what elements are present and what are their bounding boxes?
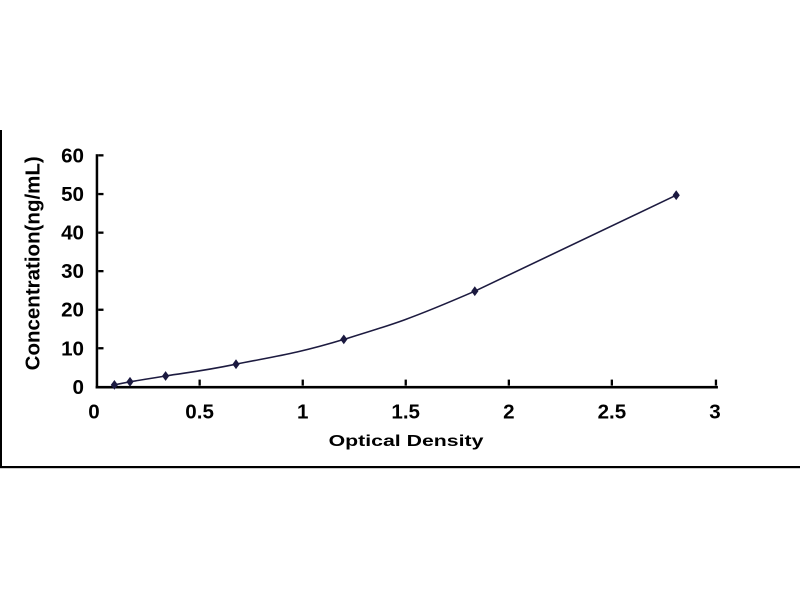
- svg-text:3: 3: [709, 400, 720, 423]
- svg-text:1.5: 1.5: [391, 400, 420, 423]
- svg-text:2: 2: [503, 400, 514, 423]
- svg-text:Optical Density: Optical Density: [329, 431, 484, 449]
- svg-text:Concentration(ng/mL): Concentration(ng/mL): [21, 156, 44, 370]
- svg-text:1: 1: [297, 400, 308, 423]
- svg-text:60: 60: [61, 144, 84, 167]
- svg-text:30: 30: [61, 260, 84, 283]
- svg-text:2.5: 2.5: [598, 400, 627, 423]
- svg-text:10: 10: [61, 337, 84, 360]
- svg-text:40: 40: [61, 222, 84, 245]
- svg-text:0: 0: [88, 400, 99, 423]
- svg-text:0: 0: [73, 376, 84, 399]
- svg-text:0.5: 0.5: [185, 400, 214, 423]
- svg-text:20: 20: [61, 299, 84, 322]
- svg-text:50: 50: [61, 183, 84, 206]
